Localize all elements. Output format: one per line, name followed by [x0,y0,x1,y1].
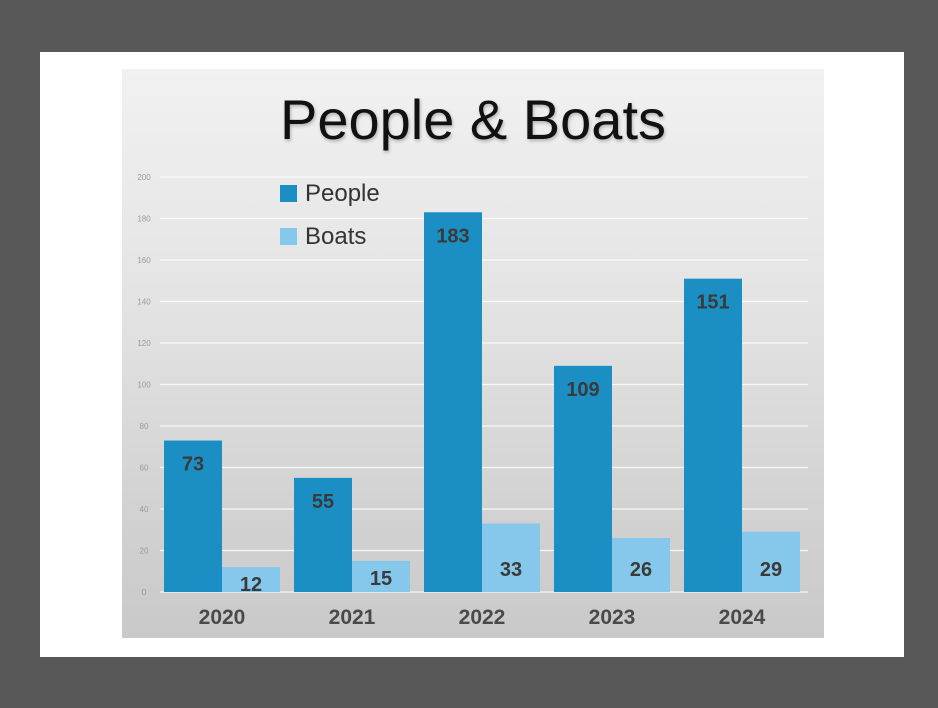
data-label: 26 [630,559,652,581]
y-tick-label: 100 [137,381,151,390]
y-tick-label: 60 [140,464,149,473]
legend-label-people: People [305,180,380,207]
x-axis-ticks: 2020 2021 2022 2023 2024 [199,606,766,629]
data-label: 55 [312,491,334,513]
bar-people-2023 [554,365,612,592]
data-label: 33 [500,559,522,581]
x-tick-label: 2022 [459,606,506,629]
bar-boats-2022 [482,523,540,592]
legend-swatch-people [280,185,297,202]
bars [164,212,800,592]
bar-people-2024 [684,278,742,592]
legend: People Boats [280,180,380,250]
legend-label-boats: Boats [305,223,366,250]
bar-boats-2021 [352,560,410,592]
x-tick-label: 2024 [719,606,766,629]
data-label: 12 [240,574,262,596]
bar-people-2022 [424,212,482,592]
data-label: 183 [436,225,469,247]
bar-people-2020 [164,440,222,592]
y-tick-label: 0 [142,588,147,597]
data-label: 73 [182,454,204,476]
chart-title: People & Boats [279,88,667,151]
legend-swatch-boats [280,228,297,245]
bar-chart: 0 20 40 60 80 100 120 140 160 180 200 73 12 55 15 183 3… [137,173,808,629]
bar-boats-2024 [742,531,800,592]
bar-people-2021 [294,477,352,592]
data-label: 15 [370,568,392,590]
slide-frame: People & Boats 0 20 40 60 80 100 120 140 160 180 2… [40,52,904,657]
bar-boats-2020 [222,567,280,592]
y-tick-label: 180 [137,215,151,224]
data-label: 109 [566,379,599,401]
data-label: 29 [760,559,782,581]
y-tick-label: 160 [137,256,151,265]
data-labels: 73 12 55 15 183 33 109 26 151 29 [182,225,782,596]
y-tick-label: 40 [140,505,149,514]
y-tick-label: 140 [137,298,151,307]
y-tick-label: 200 [137,173,151,182]
bar-boats-2023 [612,538,670,592]
x-tick-label: 2021 [329,606,376,629]
y-tick-label: 20 [140,547,149,556]
y-axis-ticks: 0 20 40 60 80 100 120 140 160 180 200 [137,173,151,597]
y-tick-label: 120 [137,339,151,348]
y-tick-label: 80 [140,422,149,431]
x-tick-label: 2023 [589,606,636,629]
chart-panel: People & Boats 0 20 40 60 80 100 120 140 160 180 2… [122,69,824,638]
data-label: 151 [696,292,729,314]
x-tick-label: 2020 [199,606,246,629]
